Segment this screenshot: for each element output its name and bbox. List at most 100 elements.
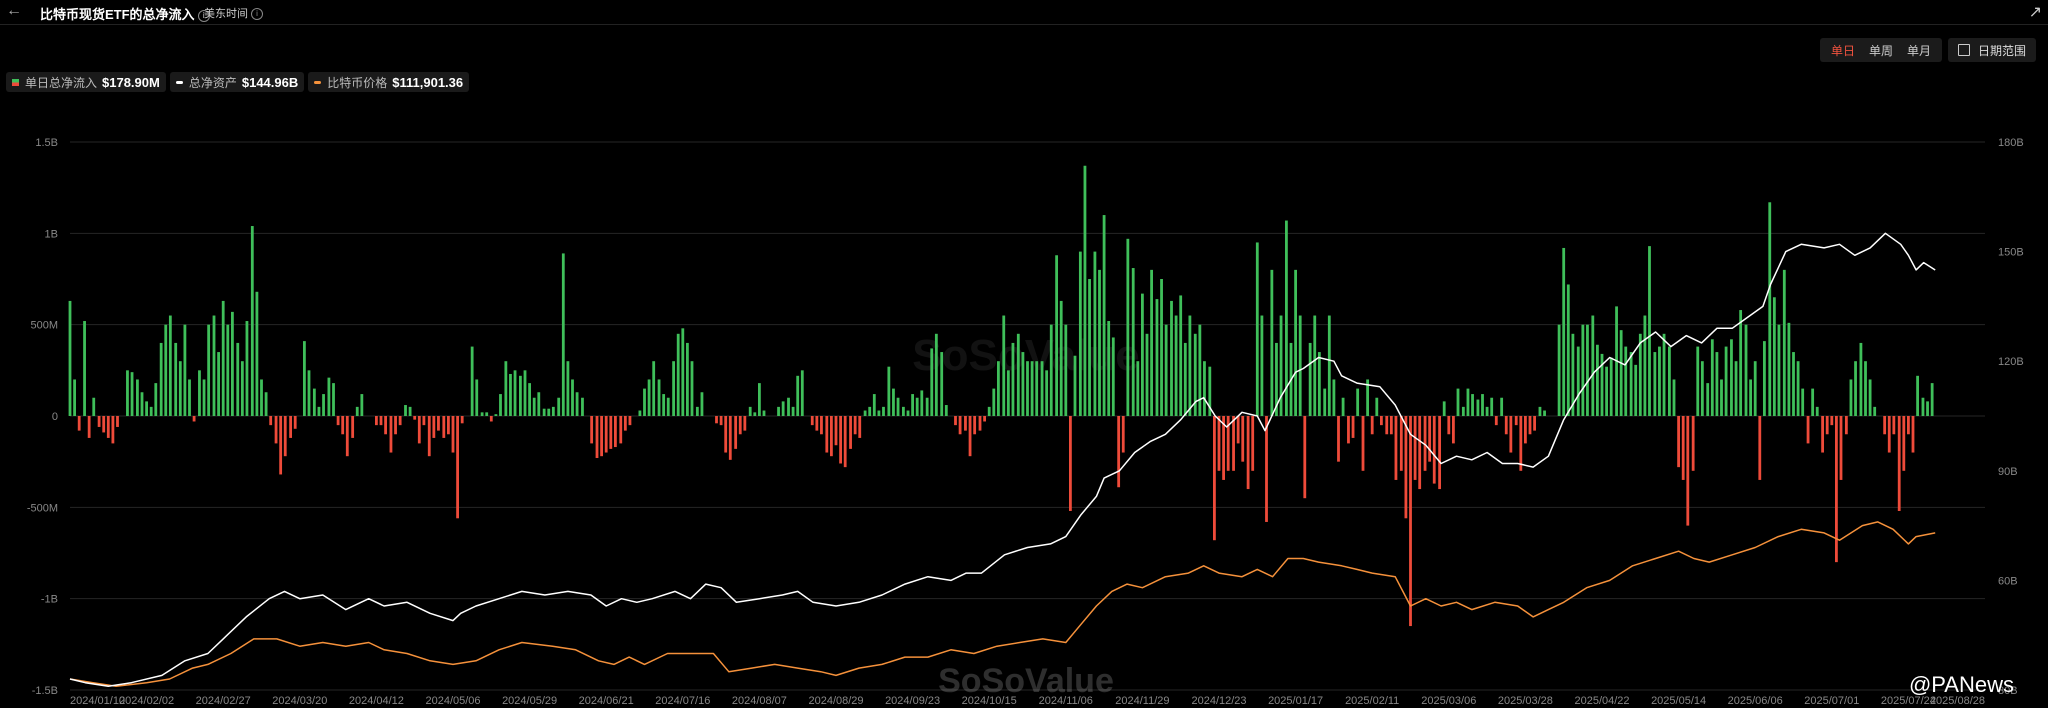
inflow-bar [1739,310,1743,416]
outflow-bar [978,416,982,431]
outflow-bar [1907,416,1910,435]
inflow-bar [1026,361,1029,416]
inflow-bar [1255,242,1259,416]
x-tick-label: 2024/11/29 [1115,695,1169,707]
legend-btc-price[interactable]: 比特币价格 $111,901.36 [308,72,470,92]
inflow-bar [1160,279,1163,416]
info-icon[interactable]: i [197,10,210,22]
inflow-bar [164,324,168,416]
inflow-bar [1868,379,1872,416]
inflow-bar [1141,293,1144,416]
inflow-bar [1566,284,1570,416]
tab-monthly[interactable]: 单月 [1906,43,1931,58]
outflow-bar [293,416,297,429]
inflow-bar [1016,333,1020,416]
legend-swatch [12,78,19,86]
outflow-bar [1117,416,1121,488]
inflow-bar [566,361,570,416]
inflow-bar [561,253,565,416]
y-left-tick-label: -500M [27,502,58,514]
outflow-bar [1806,416,1810,444]
inflow-bar [1930,383,1934,416]
inflow-bar [226,324,230,416]
outflow-bar [341,416,345,435]
outflow-bar [954,416,957,426]
back-arrow-icon[interactable]: ← [6,2,22,19]
y-right-tick-label: 30B [1998,685,2018,697]
inflow-bar [1600,353,1604,416]
inflow-bar [902,406,905,416]
outflow-bar [1246,416,1250,490]
x-tick-label: 2025/04/22 [1574,695,1629,707]
legend-total-assets[interactable]: 总净资产 $144.96B [169,72,305,92]
inflow-bar [178,361,182,416]
outflow-bar [1677,416,1680,468]
inflow-bar [1815,406,1819,416]
inflow-bar [1638,333,1642,416]
share-icon[interactable]: ↗ [2028,4,2042,21]
inflow-bar [700,392,704,416]
inflow-bar [1854,361,1857,416]
outflow-bar [600,416,604,457]
inflow-bar [532,397,536,416]
inflow-bar [470,346,474,416]
outflow-bar [283,416,287,457]
outflow-bar [724,416,728,453]
inflow-bar [748,406,752,416]
inflow-bar [1658,346,1661,416]
info-icon[interactable]: i [251,8,263,20]
tab-daily[interactable]: 单日 [1830,43,1855,58]
inflow-bar [207,324,211,416]
inflow-bar [1006,370,1010,416]
inflow-bar [1591,315,1595,416]
x-tick-label: 2025/06/06 [1728,695,1783,707]
outflow-bar [825,416,829,453]
inflow-bar [136,379,139,416]
date-range-button[interactable]: 日期范围 [1947,38,2036,62]
inflow-bar [666,397,670,416]
inflow-bar [1921,397,1925,416]
outflow-bar [983,416,987,422]
inflow-bar [1811,388,1815,416]
inflow-bar [915,397,919,416]
inflow-bar [1619,330,1623,416]
x-tick-label: 2024/02/02 [119,695,174,707]
outflow-bar [442,416,446,438]
inflow-bar [1643,315,1647,416]
inflow-bar [1356,388,1360,416]
inflow-bar [1653,352,1657,416]
tab-weekly[interactable]: 单周 [1868,43,1893,58]
inflow-bar [1088,279,1091,416]
outflow-bar [460,416,464,424]
outflow-bar [609,416,613,449]
calendar-icon [1957,44,1970,56]
outflow-bar [116,416,119,427]
outflow-bar [958,416,962,435]
outflow-bar [719,416,723,426]
inflow-bar [183,324,187,416]
inflow-bar [1730,339,1733,416]
inflow-bar [255,291,259,416]
inflow-bar [681,328,685,416]
x-tick-label: 2025/01/17 [1268,695,1323,707]
inflow-bar [327,377,331,416]
inflow-bar [1174,315,1178,416]
outflow-bar [1504,416,1508,435]
inflow-bar [1332,379,1336,416]
legend-daily-inflow[interactable]: 单日总净流入 $178.90M [6,72,166,92]
inflow-bar [1294,269,1297,416]
inflow-bar [1485,406,1489,416]
x-tick-label: 2024/02/27 [196,695,251,707]
outflow-bar [269,416,273,426]
outflow-bar [422,416,426,426]
inflow-bar [1696,346,1700,416]
outflow-bar [336,416,340,426]
outflow-bar [1821,416,1825,453]
outflow-bar [1409,416,1412,627]
inflow-bar [509,373,512,416]
inflow-bar [685,342,689,416]
inflow-bar [68,300,72,416]
outflow-bar [1509,416,1513,453]
inflow-bar [1456,388,1460,416]
